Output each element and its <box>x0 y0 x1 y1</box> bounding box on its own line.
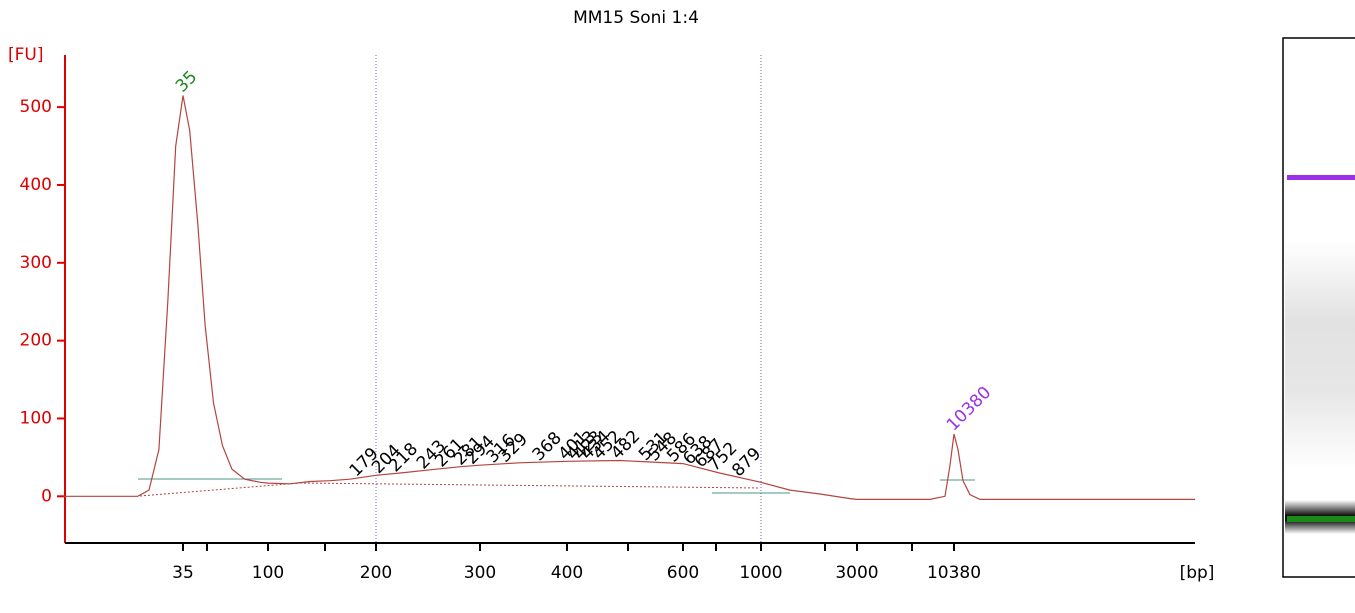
x-tick-label: 200 <box>360 563 392 583</box>
y-tick-label: 100 <box>20 408 52 428</box>
gel-upper-marker <box>1287 175 1355 180</box>
y-tick-label: 500 <box>20 97 52 117</box>
trace <box>63 95 1196 500</box>
gel-smear <box>1285 240 1355 470</box>
x-tick-label: 100 <box>252 563 284 583</box>
chart-title: MM15 Soni 1:4 <box>573 8 699 28</box>
marker-label: 35 <box>172 67 201 96</box>
x-tick-label: 600 <box>667 563 699 583</box>
y-tick-label: 300 <box>20 253 52 273</box>
x-tick-label: 3000 <box>835 563 878 583</box>
y-tick-label: 400 <box>20 175 52 195</box>
y-tick-label: 200 <box>20 331 52 351</box>
baseline <box>139 482 301 497</box>
baseline <box>299 482 761 489</box>
minor-ticks <box>206 543 913 551</box>
gel-lower-marker <box>1287 516 1355 522</box>
x-tick-label: 400 <box>551 563 583 583</box>
baselines <box>138 478 975 497</box>
y-axis-label: [FU] <box>8 45 44 65</box>
marker-label: 10380 <box>943 383 995 435</box>
x-tick-label: 35 <box>172 563 194 583</box>
x-tick-label: 10380 <box>927 563 981 583</box>
x-tick-label: 300 <box>464 563 496 583</box>
y-tick-label: 0 <box>41 486 52 506</box>
x-tick-label: 1000 <box>739 563 782 583</box>
gel-lane <box>1282 37 1355 578</box>
x-axis-label: [bp] <box>1180 563 1215 583</box>
